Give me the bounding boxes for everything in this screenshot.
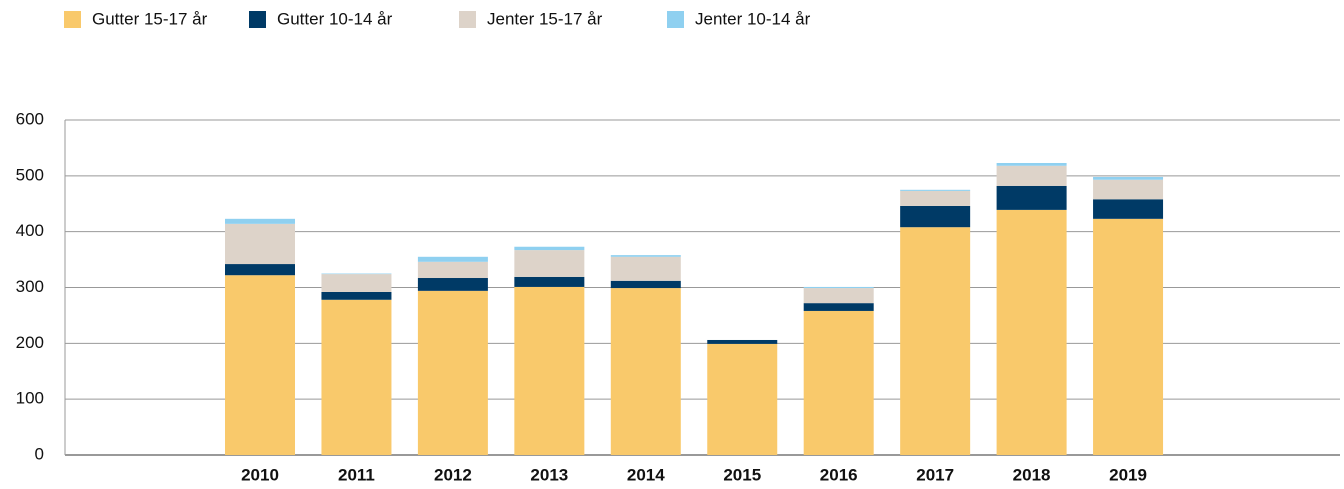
bar-segment — [996, 185, 1067, 210]
bar-segment — [1093, 199, 1164, 219]
bar-segment — [707, 339, 778, 344]
bar-segment — [707, 343, 778, 455]
bar-segment — [514, 276, 585, 287]
y-tick-label: 500 — [16, 165, 44, 184]
y-tick-label: 0 — [35, 444, 44, 463]
x-tick-label: 2015 — [723, 465, 761, 484]
bar-segment — [1093, 179, 1164, 200]
bar-segment — [803, 286, 874, 289]
bar-segment — [225, 264, 295, 276]
legend-swatch — [459, 11, 476, 28]
bar-segment — [610, 256, 681, 281]
x-tick-label: 2018 — [1013, 465, 1051, 484]
bar-segment — [900, 227, 971, 455]
legend-label: Jenter 15-17 år — [487, 9, 603, 28]
bar-segment — [417, 290, 488, 455]
legend-swatch — [64, 11, 81, 28]
legend-label: Gutter 10-14 år — [277, 9, 393, 28]
y-tick-label: 300 — [16, 277, 44, 296]
bar-segment — [803, 288, 874, 304]
x-tick-label: 2010 — [241, 465, 279, 484]
bar-segment — [900, 205, 971, 228]
bar-segment — [321, 291, 392, 300]
bar-segment — [610, 280, 681, 289]
bar-segment — [1093, 218, 1164, 455]
x-tick-label: 2017 — [916, 465, 954, 484]
bar-segment — [1093, 176, 1164, 180]
x-tick-label: 2019 — [1109, 465, 1147, 484]
y-tick-label: 100 — [16, 389, 44, 408]
y-tick-label: 400 — [16, 221, 44, 240]
bar-segment — [514, 246, 585, 251]
x-tick-label: 2016 — [820, 465, 858, 484]
y-tick-label: 600 — [16, 109, 44, 128]
bar-segment — [996, 165, 1067, 186]
bar-segment — [321, 299, 392, 455]
bar-segment — [610, 255, 681, 257]
legend-swatch — [249, 11, 266, 28]
bar-segment — [803, 303, 874, 311]
bar-segment — [225, 218, 295, 224]
bar-segment — [803, 310, 874, 455]
bar-segment — [417, 278, 488, 291]
bar-segment — [514, 250, 585, 277]
y-tick-label: 200 — [16, 333, 44, 352]
bar-segment — [321, 274, 392, 292]
legend-swatch — [667, 11, 684, 28]
x-tick-label: 2013 — [530, 465, 568, 484]
bar-segment — [417, 256, 488, 262]
bar-segment — [610, 288, 681, 455]
x-tick-label: 2011 — [338, 465, 375, 484]
bar-segment — [225, 275, 295, 455]
bar-segment — [996, 209, 1067, 455]
bar-segment — [321, 273, 392, 275]
bar-segment — [900, 190, 971, 206]
bar-segment — [996, 162, 1067, 166]
bar-segment — [900, 189, 971, 191]
bar-segment — [417, 261, 488, 279]
legend-label: Gutter 15-17 år — [92, 9, 208, 28]
bar-segment — [225, 223, 295, 265]
legend-label: Jenter 10-14 år — [695, 9, 811, 28]
bar-segment — [514, 286, 585, 455]
x-tick-label: 2014 — [627, 465, 665, 484]
x-tick-label: 2012 — [434, 465, 472, 484]
